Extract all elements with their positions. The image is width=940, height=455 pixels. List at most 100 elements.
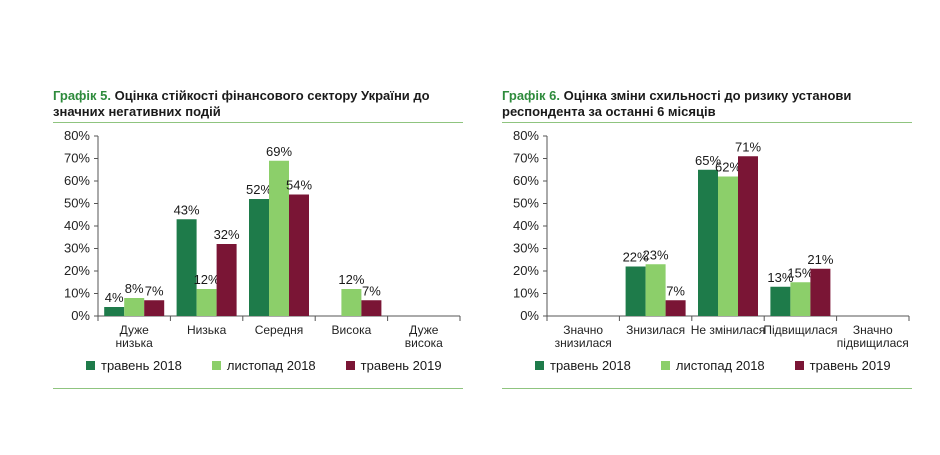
x-tick-label: Значно xyxy=(853,323,893,337)
y-tick-label: 30% xyxy=(513,241,539,256)
chart-title-text: Оцінка стійкості фінансового сектору Укр… xyxy=(53,88,430,119)
legend-item-may-2018: травень 2018 xyxy=(535,358,631,373)
bar-chart-6: 0%10%20%30%40%50%60%70%80%Значнознизилас… xyxy=(513,128,910,350)
legend-swatch xyxy=(660,361,670,370)
data-label: 69% xyxy=(266,144,292,159)
x-tick-label: Значно xyxy=(563,323,603,337)
data-label: 12% xyxy=(338,272,364,287)
bar xyxy=(698,169,718,316)
data-label: 71% xyxy=(735,139,761,154)
y-tick-label: 10% xyxy=(513,286,539,301)
data-label: 8% xyxy=(125,281,144,296)
bar xyxy=(718,176,738,316)
data-label: 15% xyxy=(787,265,813,280)
data-label: 21% xyxy=(807,252,833,267)
y-tick-label: 10% xyxy=(64,286,90,301)
data-label: 62% xyxy=(715,160,741,175)
legend-item-may-2018: травень 2018 xyxy=(86,358,182,373)
bar xyxy=(176,219,197,316)
data-label: 52% xyxy=(246,182,272,197)
x-tick-label: Висока xyxy=(332,323,372,337)
x-tick-label: Низька xyxy=(187,323,227,337)
bar xyxy=(269,160,289,316)
y-tick-label: 70% xyxy=(513,151,539,166)
data-label: 23% xyxy=(643,247,669,262)
legend-label: травень 2018 xyxy=(101,358,182,373)
y-tick-label: 80% xyxy=(64,128,90,143)
legend-swatch xyxy=(86,361,95,370)
chart-legend: травень 2018 листопад 2018 травень 2019 xyxy=(535,358,891,373)
bar-chart-5: 0%10%20%30%40%50%60%70%80%ДуженизькаНизь… xyxy=(64,128,461,350)
legend-item-nov-2018: листопад 2018 xyxy=(660,358,765,373)
bar xyxy=(738,156,758,316)
y-tick-label: 60% xyxy=(513,173,539,188)
x-tick-label: Підвищилася xyxy=(763,323,837,337)
bar xyxy=(341,289,362,316)
data-label: 7% xyxy=(145,283,164,298)
bar xyxy=(810,268,831,316)
chart-panel-6: Графік 6. Оцінка зміни схильності до риз… xyxy=(477,0,912,455)
legend-item-nov-2018: листопад 2018 xyxy=(211,358,316,373)
legend-item-may-2019: травень 2019 xyxy=(345,358,442,373)
bar xyxy=(104,307,125,316)
x-tick-label: Знизилася xyxy=(626,323,685,337)
legend-swatch xyxy=(345,361,355,370)
legend-label: травень 2018 xyxy=(550,358,631,373)
bottom-divider xyxy=(502,388,912,389)
chart-number: Графік 5. xyxy=(53,88,111,103)
legend-swatch xyxy=(794,361,804,370)
y-tick-label: 20% xyxy=(64,263,90,278)
y-tick-label: 40% xyxy=(513,218,539,233)
bar xyxy=(645,264,666,316)
x-tick-label: Середня xyxy=(255,323,304,337)
x-tick-label: висока xyxy=(405,336,443,350)
data-label: 7% xyxy=(666,283,685,298)
bottom-divider xyxy=(53,388,463,389)
y-tick-label: 60% xyxy=(64,173,90,188)
y-tick-label: 0% xyxy=(520,308,539,323)
chart-title-text: Оцінка зміни схильності до ризику устано… xyxy=(502,88,852,119)
data-label: 43% xyxy=(174,202,200,217)
y-tick-label: 20% xyxy=(513,263,539,278)
legend-swatch xyxy=(535,361,544,370)
x-tick-label: Не змінилася xyxy=(691,323,766,337)
y-tick-label: 70% xyxy=(64,151,90,166)
chart-legend: травень 2018 листопад 2018 травень 2019 xyxy=(86,358,442,373)
data-label: 32% xyxy=(214,227,240,242)
data-label: 13% xyxy=(767,270,793,285)
y-tick-label: 80% xyxy=(513,128,539,143)
legend-label: листопад 2018 xyxy=(226,358,316,373)
bar xyxy=(144,300,165,316)
bar xyxy=(770,286,791,316)
data-label: 12% xyxy=(194,272,220,287)
y-tick-label: 30% xyxy=(64,241,90,256)
y-tick-label: 0% xyxy=(71,308,90,323)
legend-label: листопад 2018 xyxy=(675,358,765,373)
legend-label: травень 2019 xyxy=(360,358,442,373)
data-label: 54% xyxy=(286,178,312,193)
x-tick-label: підвищилася xyxy=(837,336,909,350)
x-tick-label: низька xyxy=(116,336,154,350)
data-label: 22% xyxy=(623,250,649,265)
legend-label: травень 2019 xyxy=(809,358,891,373)
bar xyxy=(361,300,382,316)
data-label: 4% xyxy=(105,290,124,305)
y-tick-label: 40% xyxy=(64,218,90,233)
chart-title: Графік 6. Оцінка зміни схильності до риз… xyxy=(502,88,912,120)
bar xyxy=(790,282,811,316)
chart-number: Графік 6. xyxy=(502,88,560,103)
data-label: 7% xyxy=(362,283,381,298)
title-divider xyxy=(53,122,463,123)
y-tick-label: 50% xyxy=(513,196,539,211)
bar xyxy=(249,199,269,316)
title-divider xyxy=(502,122,912,123)
bar xyxy=(665,300,686,316)
bar xyxy=(625,266,646,316)
bar xyxy=(216,244,237,316)
x-tick-label: Дуже xyxy=(409,323,439,337)
bar xyxy=(124,298,145,316)
chart-panel-5: Графік 5. Оцінка стійкості фінансового с… xyxy=(28,0,463,455)
chart-title: Графік 5. Оцінка стійкості фінансового с… xyxy=(53,88,463,120)
legend-item-may-2019: травень 2019 xyxy=(794,358,891,373)
data-label: 65% xyxy=(695,153,721,168)
